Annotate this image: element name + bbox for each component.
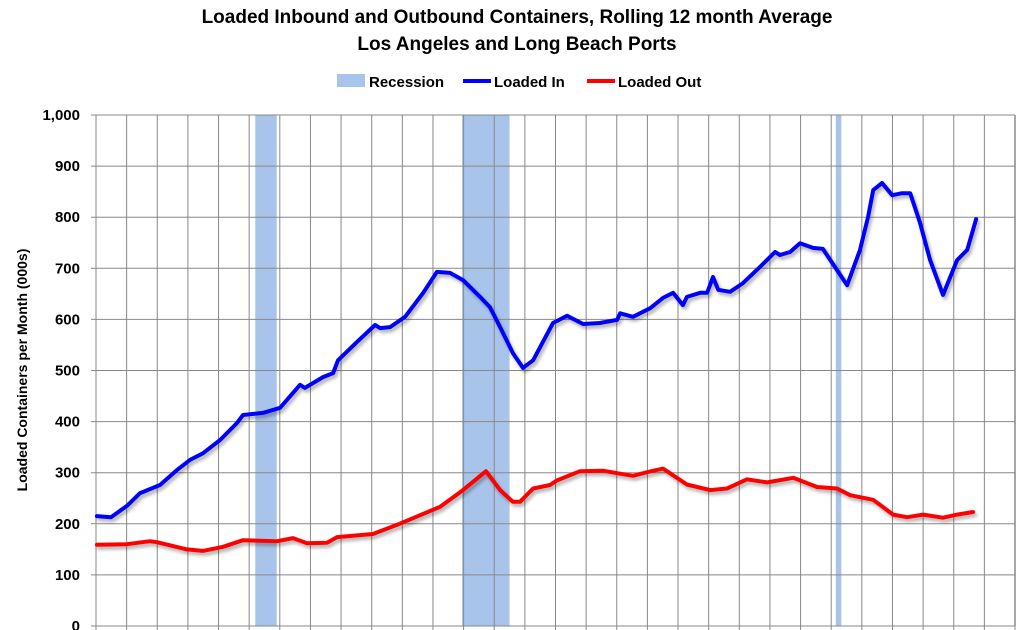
legend-label-loaded-in: Loaded In <box>494 74 565 91</box>
y-tick-label: 300 <box>55 465 80 482</box>
y-tick-label: 100 <box>55 567 80 584</box>
y-tick-label: 900 <box>55 158 80 175</box>
legend: Recession Loaded In Loaded Out <box>337 74 701 91</box>
y-tick-label: 500 <box>55 363 80 380</box>
legend-swatch-recession <box>337 74 365 87</box>
chart-title-block: Loaded Inbound and Outbound Containers, … <box>0 4 1034 58</box>
y-tick-label: 200 <box>55 516 80 533</box>
chart-title: Loaded Inbound and Outbound Containers, … <box>201 7 833 28</box>
y-tick-label: 1,000 <box>42 107 80 124</box>
y-tick-label: 800 <box>55 209 80 226</box>
legend-label-loaded-out: Loaded Out <box>618 74 701 91</box>
y-tick-label: 600 <box>55 311 80 328</box>
y-tick-label: 400 <box>55 414 80 431</box>
y-axis-label: Loaded Containers per Month (000s) <box>14 249 30 492</box>
y-tick-label: 0 <box>72 618 80 630</box>
legend-label-recession: Recession <box>369 74 444 91</box>
series-line-loaded-out <box>94 466 975 553</box>
y-tick-label: 700 <box>55 260 80 277</box>
chart-subtitle: Los Angeles and Long Beach Ports <box>357 34 677 55</box>
series-line-loaded-in <box>94 181 979 520</box>
